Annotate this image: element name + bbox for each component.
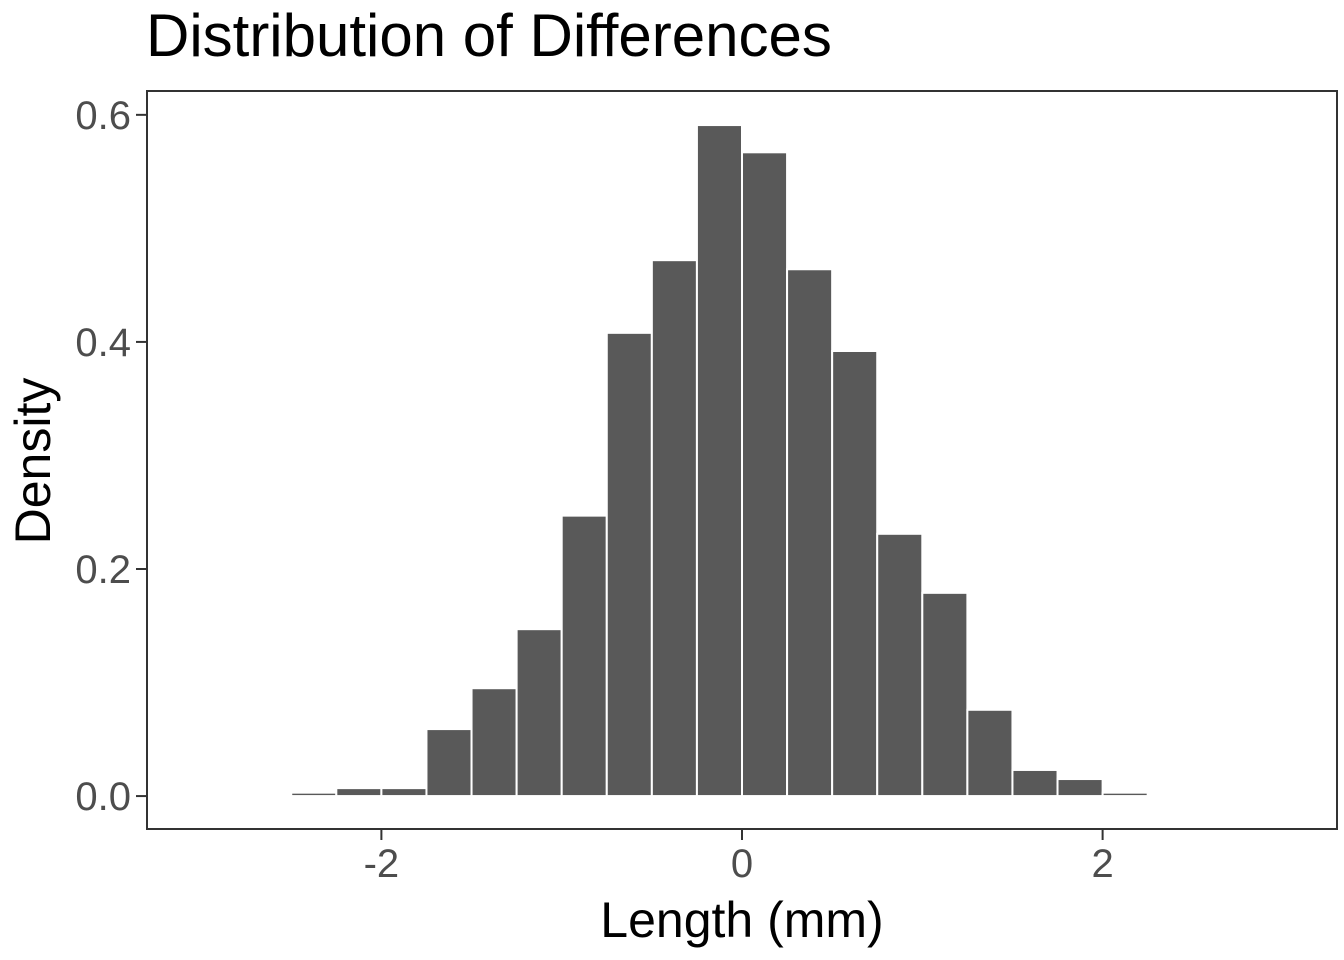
histogram-bar-10 <box>741 151 789 798</box>
histogram-bar-8 <box>650 259 698 798</box>
histogram-bar-2 <box>380 787 428 798</box>
y-tick-label-0: 0.0 <box>75 775 131 819</box>
histogram-bar-5 <box>515 628 563 798</box>
y-axis-title: Density <box>5 378 61 545</box>
x-tick-label-0: -2 <box>364 842 400 886</box>
histogram-bar-15 <box>966 708 1014 798</box>
histogram-bar-17 <box>1056 778 1104 798</box>
histogram-bar-12 <box>831 350 879 798</box>
histogram-bar-6 <box>560 514 608 798</box>
x-axis: -2 0 2 <box>364 829 1114 886</box>
histogram-bar-1 <box>335 787 383 798</box>
histogram-bar-11 <box>786 268 834 798</box>
histogram-bar-13 <box>876 532 924 798</box>
histogram-bar-4 <box>470 687 518 798</box>
y-tick-label-3: 0.6 <box>75 94 131 138</box>
x-tick-label-2: 2 <box>1091 842 1113 886</box>
histogram-bar-14 <box>921 591 969 798</box>
histogram-bar-18 <box>1101 791 1149 798</box>
x-axis-title: Length (mm) <box>600 892 883 948</box>
chart-title: Distribution of Differences <box>146 2 832 69</box>
histogram-bar-0 <box>290 791 338 798</box>
histogram-bar-9 <box>695 124 744 798</box>
y-tick-label-1: 0.2 <box>75 548 131 592</box>
y-tick-label-2: 0.4 <box>75 321 131 365</box>
x-tick-label-1: 0 <box>731 842 753 886</box>
bars-group <box>290 124 1149 798</box>
histogram-bar-3 <box>425 728 473 798</box>
histogram-bar-7 <box>605 331 653 798</box>
histogram-bar-16 <box>1011 768 1059 798</box>
y-axis: 0.0 0.2 0.4 0.6 <box>75 94 147 819</box>
